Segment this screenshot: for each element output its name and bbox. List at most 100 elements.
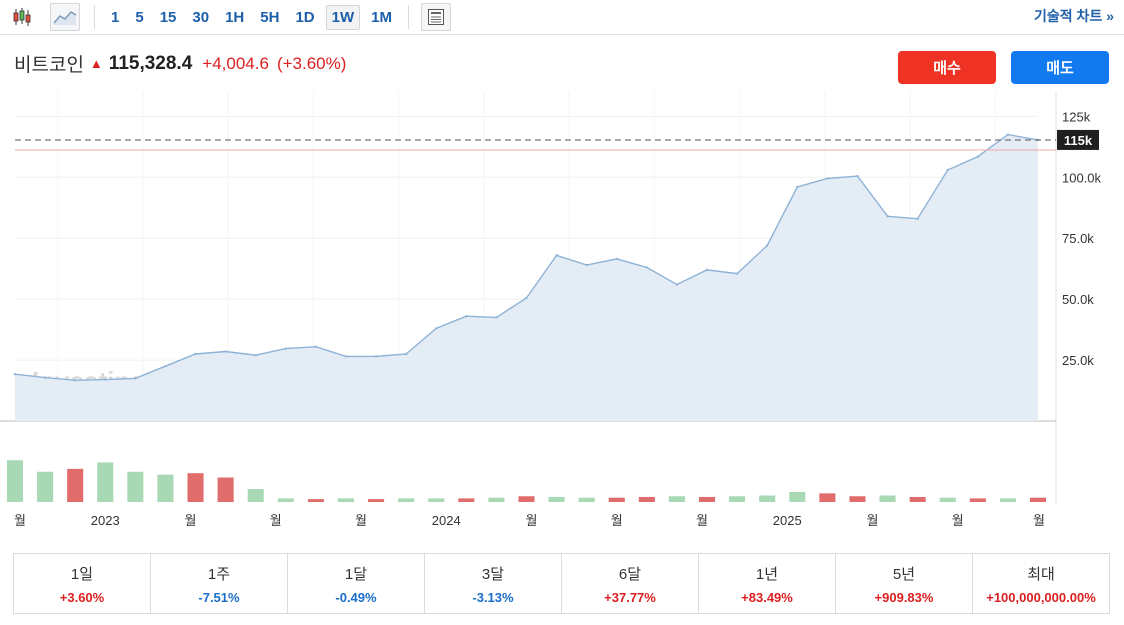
x-tick-label: 월	[867, 513, 879, 528]
volume-bar	[127, 471, 144, 502]
performance-value: +909.83%	[874, 589, 934, 605]
volume-bar	[638, 496, 655, 502]
x-tick-label: 월	[14, 513, 26, 528]
area-chart-icon[interactable]	[50, 3, 80, 31]
y-tick-label: 50.0k	[1062, 292, 1094, 307]
x-tick-label: 월	[696, 513, 708, 528]
price-point	[73, 379, 77, 382]
price-chart[interactable]: Investing.com 115k 25.0k50.0k75.0k100.0k…	[0, 92, 1124, 532]
performance-table: 1일 +3.60% 1주 -7.51% 1달 -0.49% 3달 -3.13% 6달 +37.77…	[13, 553, 1110, 614]
current-price-label: 115k	[1064, 133, 1093, 148]
x-tick-label: 2025	[773, 513, 802, 528]
last-price: 115,328.4	[108, 52, 193, 74]
x-tick-label: 2024	[432, 513, 461, 528]
volume-bar	[97, 462, 114, 502]
volume-bar	[307, 499, 324, 502]
timeframe-15[interactable]: 15	[159, 8, 177, 26]
price-point	[13, 373, 17, 376]
performance-cell[interactable]: 최대 +100,000,000.00%	[973, 554, 1109, 613]
volume-bar	[458, 498, 475, 502]
performance-value: -3.13%	[472, 589, 514, 605]
x-tick-label: 월	[952, 513, 964, 528]
timeframe-5h[interactable]: 5H	[260, 8, 280, 26]
timeframe-5[interactable]: 5	[135, 8, 144, 26]
candlestick-chart-icon[interactable]	[8, 4, 36, 30]
volume-bar	[668, 496, 685, 502]
price-point	[705, 268, 709, 272]
price-point	[224, 350, 227, 353]
volume-bar	[428, 498, 445, 502]
volume-bar	[578, 497, 595, 502]
performance-cell[interactable]: 6달 +37.77%	[562, 554, 699, 613]
volume-bar	[488, 497, 505, 502]
volume-bar	[37, 471, 54, 502]
price-point	[946, 168, 949, 172]
y-tick-label: 125k	[1062, 109, 1091, 124]
x-tick-label: 월	[355, 513, 367, 528]
timeframe-1d[interactable]: 1D	[295, 8, 315, 26]
x-tick-label: 월	[185, 513, 197, 528]
performance-cell[interactable]: 1달 -0.49%	[288, 554, 425, 613]
volume-bar	[909, 496, 926, 502]
price-point	[645, 266, 649, 269]
technical-chart-link[interactable]: 기술적 차트 »	[1034, 8, 1114, 24]
y-tick-label: 75.0k	[1062, 231, 1094, 246]
volume-bar	[819, 493, 836, 502]
price-point	[404, 352, 408, 356]
y-tick-label: 25.0k	[1062, 353, 1094, 368]
timeframe-1m[interactable]: 1M	[371, 8, 392, 26]
current-price-marker: 115k	[15, 129, 1099, 151]
price-change: +4,004.6	[202, 53, 269, 73]
x-tick-label: 월	[270, 513, 282, 528]
timeframe-1[interactable]: 1	[111, 8, 120, 26]
toolbar-divider	[407, 5, 409, 29]
price-point	[314, 345, 318, 348]
performance-period: 1일	[70, 565, 94, 583]
news-layout-icon[interactable]	[420, 3, 451, 31]
volume-bar	[849, 496, 866, 502]
price-point	[194, 352, 197, 356]
volume-bar	[337, 498, 355, 502]
performance-period: 1달	[344, 565, 368, 583]
performance-cell[interactable]: 5년 +909.83%	[836, 554, 973, 613]
timeframe-30[interactable]: 30	[192, 8, 210, 26]
volume-bar	[217, 477, 234, 502]
performance-cell[interactable]: 1일 +3.60%	[14, 554, 151, 613]
performance-cell[interactable]: 1주 -7.51%	[151, 554, 288, 613]
performance-value: +3.60%	[59, 589, 105, 605]
performance-value: +37.77%	[604, 589, 656, 605]
price-point	[555, 254, 558, 257]
volume-bar	[1029, 497, 1047, 502]
x-tick-label: 2023	[91, 513, 120, 528]
volume-bar	[759, 495, 776, 502]
instrument-name: 비트코인	[14, 55, 84, 76]
timeframe-1h[interactable]: 1H	[225, 8, 245, 26]
price-point	[435, 327, 438, 330]
performance-value: +100,000,000.00%	[986, 589, 1096, 605]
price-point	[886, 215, 889, 218]
price-point	[615, 257, 618, 261]
timeframe-1w[interactable]: 1W	[325, 4, 361, 30]
volume-bar	[157, 474, 174, 502]
volume-bar	[247, 489, 264, 502]
volume-bar	[698, 496, 716, 502]
y-tick-label: 100.0k	[1062, 170, 1102, 185]
performance-period: 3달	[481, 565, 505, 583]
buy-button[interactable]: 매수	[898, 51, 996, 84]
performance-value: +83.49%	[741, 589, 793, 605]
toolbar-divider	[94, 5, 95, 29]
price-point	[254, 354, 257, 357]
volume-bar	[518, 496, 535, 502]
price-point	[916, 217, 919, 220]
price-point	[284, 347, 287, 350]
volume-bar	[879, 495, 896, 502]
volume-bar	[789, 491, 806, 502]
performance-cell[interactable]: 3달 -3.13%	[425, 554, 562, 613]
price-point	[43, 376, 47, 379]
price-point	[826, 177, 829, 180]
performance-value: -7.51%	[198, 589, 240, 605]
performance-cell[interactable]: 1년 +83.49%	[699, 554, 836, 613]
performance-period: 1년	[755, 565, 779, 583]
sell-button[interactable]: 매도	[1011, 51, 1109, 84]
chart-toolbar: 1 5 15 30 1H 5H 1D 1W 1M 기술적 차트 »	[0, 0, 1124, 35]
